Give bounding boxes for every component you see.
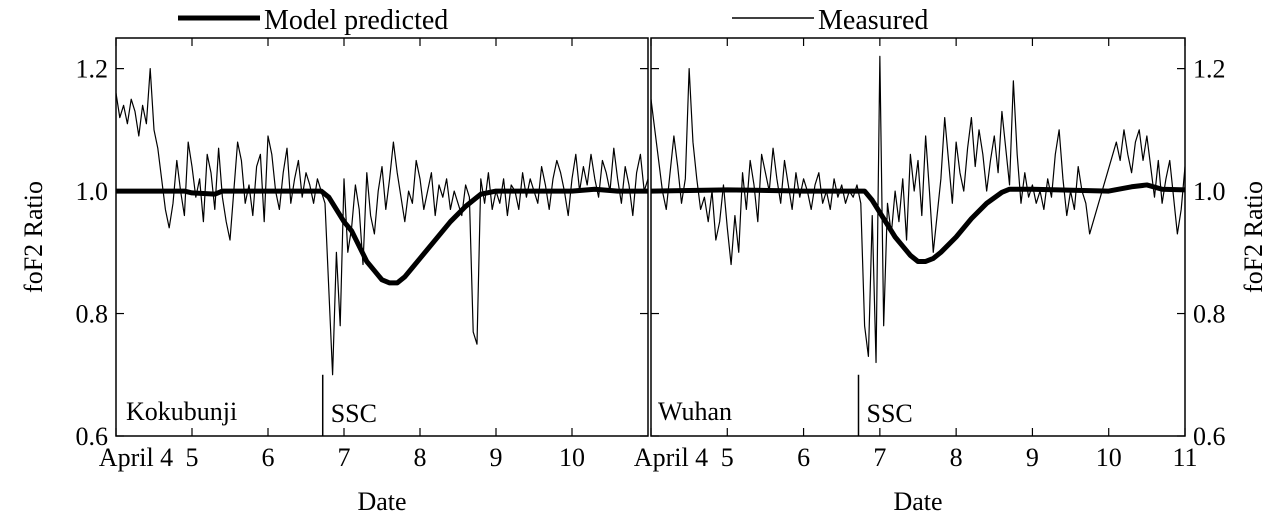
x-tick-label: 10 xyxy=(1096,443,1122,472)
measured-line-wuhan xyxy=(651,55,1185,364)
station-label-wuhan: Wuhan xyxy=(658,397,732,426)
legend-measured-label: Measured xyxy=(818,5,928,36)
x-tick-label: 8 xyxy=(414,443,427,472)
x-axis-title-wuhan: Date xyxy=(893,487,942,516)
y-tick-label: 1.2 xyxy=(1193,55,1226,84)
model-line-wuhan xyxy=(651,182,1185,264)
x-tick-label: 9 xyxy=(490,443,503,472)
y-tick-label: 1.2 xyxy=(76,55,109,84)
y-axis-wuhan: 0.6 0.8 1.0 1.2 xyxy=(651,55,1226,451)
x-axis-wuhan: April 4 5 6 7 8 9 10 11 xyxy=(634,38,1198,472)
panel-kokubunji-frame xyxy=(115,37,649,437)
ssc-marker-kokubunji: SSC xyxy=(321,374,377,436)
y-tick-label: 0.6 xyxy=(76,422,109,451)
panel-wuhan-frame xyxy=(650,37,1186,437)
ssc-label-kokubunji: SSC xyxy=(331,399,377,428)
x-tick-label: 5 xyxy=(186,443,199,472)
x-tick-label: April 4 xyxy=(99,443,173,472)
x-tick-label: 7 xyxy=(338,443,351,472)
y-tick-label: 0.8 xyxy=(76,300,109,329)
x-tick-label: 7 xyxy=(873,443,886,472)
y-axis-title-wuhan: foF2 Ratio xyxy=(1239,181,1268,293)
ssc-marker-wuhan: SSC xyxy=(857,374,913,436)
y-axis-kokubunji: 0.6 0.8 1.0 1.2 xyxy=(76,55,648,451)
y-axis-title-kokubunji: foF2 Ratio xyxy=(19,181,48,293)
panel-wuhan: SSC 0.60.81.01.2 April 4 5 6 7 8 9 10 11 Wuhan … xyxy=(634,37,1268,516)
x-tick-label: 10 xyxy=(559,443,585,472)
y-tick-label: 1.0 xyxy=(1193,177,1226,206)
y-tick-label: 0.8 xyxy=(1193,300,1226,329)
x-tick-label: 8 xyxy=(950,443,963,472)
ssc-label-wuhan: SSC xyxy=(866,399,912,428)
x-tick-label: 5 xyxy=(721,443,734,472)
x-axis-kokubunji: April 4 5 6 7 8 9 10 xyxy=(99,38,585,472)
y-tick-label: 0.6 xyxy=(1193,422,1226,451)
legend-model-label: Model predicted xyxy=(264,5,448,36)
x-axis-title-kokubunji: Date xyxy=(357,487,406,516)
x-tick-label: 9 xyxy=(1026,443,1039,472)
x-tick-label: April 4 xyxy=(634,443,708,472)
model-line-kokubunji xyxy=(116,186,648,286)
panel-kokubunji: SSC 0.6 0.8 1.0 1.2 April 4 5 6 7 8 9 10 Kokubunj… xyxy=(19,37,649,516)
y-tick-label: 1.0 xyxy=(76,177,109,206)
legend: Model predicted Measured xyxy=(178,5,928,36)
x-tick-label: 6 xyxy=(262,443,275,472)
station-label-kokubunji: Kokubunji xyxy=(126,397,237,426)
x-tick-label: 11 xyxy=(1172,443,1197,472)
measured-line-kokubunji xyxy=(116,68,648,376)
x-tick-label: 6 xyxy=(797,443,810,472)
